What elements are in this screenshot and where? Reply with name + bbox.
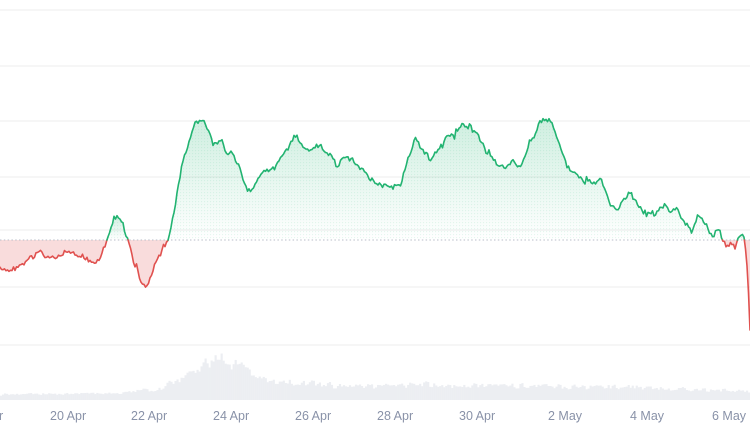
svg-text:26 Apr: 26 Apr: [295, 409, 331, 423]
svg-text:24 Apr: 24 Apr: [213, 409, 249, 423]
svg-text:18 Apr: 18 Apr: [0, 409, 3, 423]
svg-text:20 Apr: 20 Apr: [50, 409, 86, 423]
svg-text:30 Apr: 30 Apr: [459, 409, 495, 423]
svg-text:4 May: 4 May: [630, 409, 665, 423]
svg-text:2 May: 2 May: [548, 409, 583, 423]
svg-text:28 Apr: 28 Apr: [377, 409, 413, 423]
svg-text:22 Apr: 22 Apr: [131, 409, 167, 423]
svg-text:6 May: 6 May: [712, 409, 747, 423]
